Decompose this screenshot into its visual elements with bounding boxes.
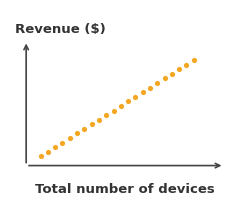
Point	[90, 123, 94, 126]
Point	[68, 136, 72, 140]
Point	[148, 86, 152, 89]
Point	[192, 58, 196, 62]
Point	[46, 150, 50, 154]
Point	[170, 72, 174, 75]
Text: Revenue ($): Revenue ($)	[15, 23, 106, 36]
Point	[119, 104, 123, 108]
Point	[82, 127, 86, 131]
Point	[112, 109, 115, 112]
Point	[97, 118, 101, 121]
Point	[184, 63, 188, 66]
Point	[39, 155, 43, 158]
Point	[163, 77, 166, 80]
Point	[104, 113, 108, 117]
Point	[53, 145, 57, 149]
Point	[75, 132, 79, 135]
Point	[155, 81, 159, 85]
Point	[126, 100, 130, 103]
Point	[133, 95, 137, 98]
Point	[141, 90, 145, 94]
Point	[61, 141, 64, 144]
Point	[177, 68, 181, 71]
Text: Total number of devices: Total number of devices	[35, 183, 215, 196]
